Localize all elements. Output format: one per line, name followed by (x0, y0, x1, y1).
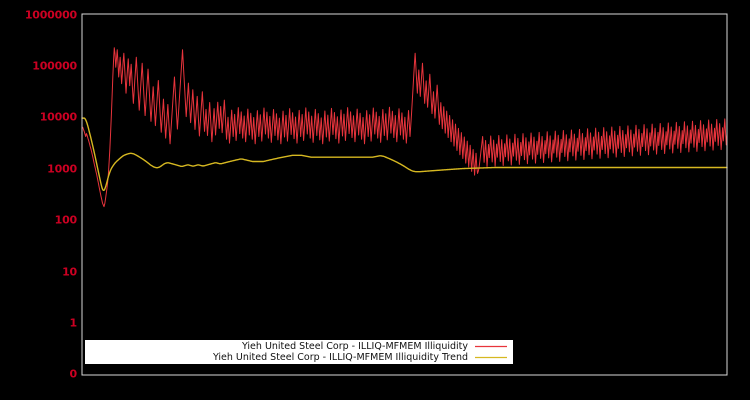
y-tick-label: 1 (69, 316, 78, 330)
y-tick-label: 100 (54, 213, 78, 227)
series-layer (81, 47, 728, 208)
legend-swatch-illiquidity (474, 341, 508, 352)
legend-entry[interactable]: Yieh United Steel Corp - ILLIQ-MFMEM Ill… (90, 352, 508, 363)
y-tick-label: 0 (69, 367, 78, 381)
chart-legend[interactable]: Yieh United Steel Corp - ILLIQ-MFMEM Ill… (85, 340, 513, 364)
legend-entry[interactable]: Yieh United Steel Corp - ILLIQ-MFMEM Ill… (90, 341, 508, 352)
y-tick-label: 10000 (39, 110, 77, 124)
y-tick-label: 1000000 (24, 8, 77, 22)
legend-label: Yieh United Steel Corp - ILLIQ-MFMEM Ill… (212, 352, 468, 363)
legend-label: Yieh United Steel Corp - ILLIQ-MFMEM Ill… (241, 341, 468, 352)
series-line-illiquidity (81, 47, 728, 208)
plot-frame (81, 13, 728, 376)
y-tick-label: 10 (62, 265, 77, 279)
y-tick-label: 100000 (32, 59, 77, 73)
legend-swatch-trend (474, 352, 508, 363)
y-tick-label: 1000 (47, 162, 77, 176)
plot-background (82, 14, 727, 375)
series-line-trend (81, 117, 728, 191)
